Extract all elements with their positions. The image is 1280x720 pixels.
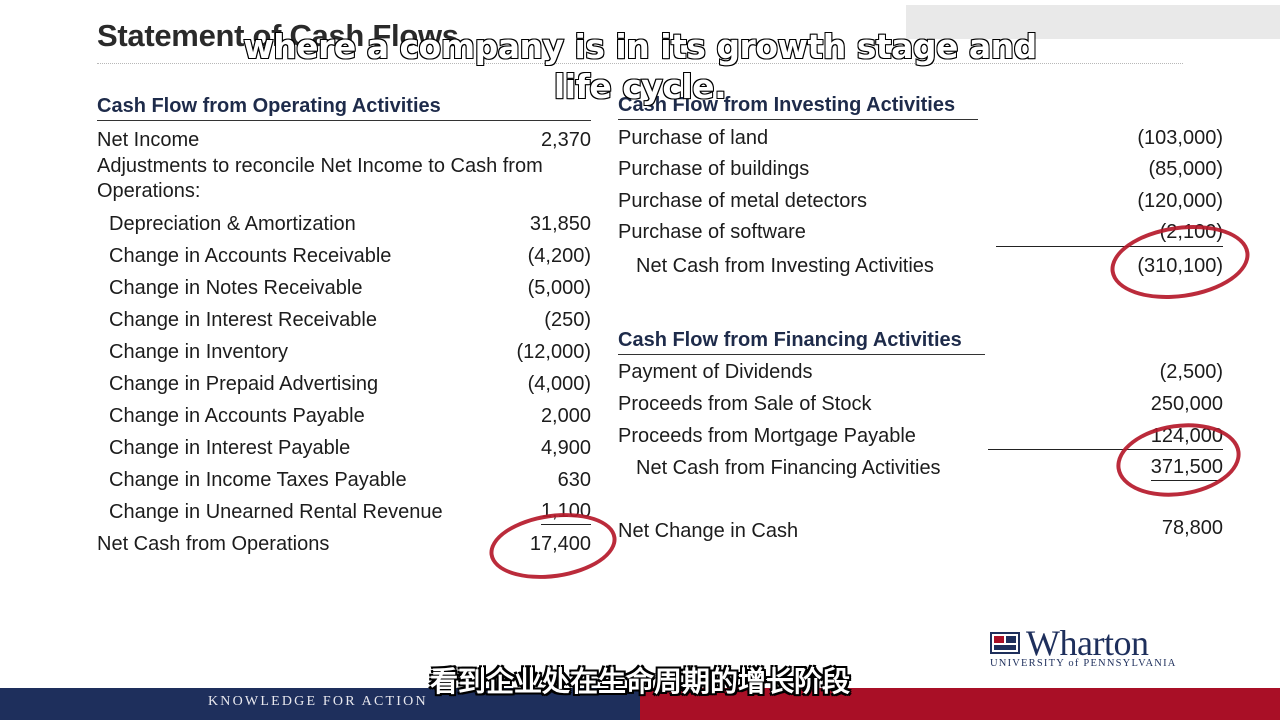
net-change-label: Net Change in Cash xyxy=(618,519,799,542)
subtitle-english-line-2: life cycle. xyxy=(553,67,728,106)
row-value: 124,000 xyxy=(1150,424,1223,447)
wharton-logo: Wharton UNIVERSITY of PENNSYLVANIA xyxy=(990,623,1190,673)
adjustments-line-2: Operations: xyxy=(97,180,201,202)
table-row: Purchase of metal detectors (120,000) xyxy=(618,187,1223,215)
row-value: (103,000) xyxy=(1137,126,1223,149)
subtitle-english-line-1: where a company is in its growth stage a… xyxy=(242,27,1038,66)
table-row: Change in Interest Payable 4,900 xyxy=(97,434,591,462)
financing-subtotal-rule xyxy=(988,449,1223,450)
row-label: Change in Prepaid Advertising xyxy=(109,372,379,395)
row-value: (5,000) xyxy=(527,276,591,299)
row-value: 4,900 xyxy=(540,436,591,459)
logo-subtitle: UNIVERSITY of PENNSYLVANIA xyxy=(990,658,1177,669)
row-label: Depreciation & Amortization xyxy=(109,212,356,235)
net-change-row: Net Change in Cash 78,800 xyxy=(618,517,1223,545)
row-value: 250,000 xyxy=(1150,392,1223,415)
row-label: Change in Income Taxes Payable xyxy=(109,468,407,491)
row-label: Change in Interest Receivable xyxy=(109,308,377,331)
row-value: (250) xyxy=(544,308,591,331)
table-row: Change in Accounts Payable 2,000 xyxy=(97,402,591,430)
table-row: Purchase of software (2,100) xyxy=(618,218,1223,246)
financing-total-label: Net Cash from Financing Activities xyxy=(636,456,941,479)
row-value: (2,100) xyxy=(1159,220,1223,243)
shield-icon xyxy=(990,632,1020,654)
table-row: Change in Accounts Receivable (4,200) xyxy=(97,242,591,270)
investing-subtotal-rule xyxy=(996,246,1223,247)
table-row: Change in Inventory (12,000) xyxy=(97,338,591,366)
row-label: Change in Accounts Receivable xyxy=(109,244,392,267)
table-row: Purchase of land (103,000) xyxy=(618,124,1223,152)
table-row: Proceeds from Mortgage Payable 124,000 xyxy=(618,422,1223,450)
row-label: Purchase of land xyxy=(618,126,769,149)
row-label: Proceeds from Mortgage Payable xyxy=(618,424,916,447)
table-row: Change in Notes Receivable (5,000) xyxy=(97,274,591,302)
row-label: Change in Accounts Payable xyxy=(109,404,365,427)
row-label: Payment of Dividends xyxy=(618,360,813,383)
row-value: (2,500) xyxy=(1159,360,1223,383)
table-row: Proceeds from Sale of Stock 250,000 xyxy=(618,390,1223,418)
row-label: Proceeds from Sale of Stock xyxy=(618,392,872,415)
row-label: Purchase of buildings xyxy=(618,157,810,180)
row-value: 31,850 xyxy=(529,212,591,235)
operations-total-row: Net Cash from Operations 17,400 xyxy=(97,530,591,558)
operations-total-value: 17,400 xyxy=(529,532,591,555)
row-label: Change in Unearned Rental Revenue xyxy=(109,500,443,523)
table-row: Depreciation & Amortization 31,850 xyxy=(97,210,591,238)
row-value: 2,000 xyxy=(540,404,591,427)
investing-total-row: Net Cash from Investing Activities (310,… xyxy=(618,252,1223,280)
table-row: Payment of Dividends (2,500) xyxy=(618,358,1223,386)
financing-total-row: Net Cash from Financing Activities 371,5… xyxy=(618,454,1223,482)
page-title: Statement of Cash Flows xyxy=(97,18,459,53)
operating-heading: Cash Flow from Operating Activities xyxy=(97,95,591,121)
table-row: Change in Interest Receivable (250) xyxy=(97,306,591,334)
adjustments-line-1: Adjustments to reconcile Net Income to C… xyxy=(97,155,543,177)
row-value: 1,100 xyxy=(540,500,591,525)
row-label: Purchase of metal detectors xyxy=(618,189,868,212)
footer-accent xyxy=(640,688,1280,720)
table-row: Purchase of buildings (85,000) xyxy=(618,155,1223,183)
investing-heading: Cash Flow from Investing Activities xyxy=(618,94,978,120)
row-value: (4,200) xyxy=(527,244,591,267)
row-value: (4,000) xyxy=(527,372,591,395)
financing-total-value: 371,500 xyxy=(1150,456,1223,481)
row-value: (85,000) xyxy=(1148,157,1224,180)
net-income-label: Net Income xyxy=(97,128,200,151)
row-value: (12,000) xyxy=(516,340,592,363)
row-label: Change in Notes Receivable xyxy=(109,276,363,299)
operations-total-label: Net Cash from Operations xyxy=(97,532,330,555)
row-label: Change in Inventory xyxy=(109,340,289,363)
table-row: Change in Unearned Rental Revenue 1,100 xyxy=(97,498,591,526)
video-overlay-box xyxy=(906,5,1280,39)
net-income-row: Net Income 2,370 xyxy=(97,126,591,154)
net-change-value: 78,800 xyxy=(1161,516,1223,539)
net-income-value: 2,370 xyxy=(540,128,591,151)
footer-tagline: KNOWLEDGE FOR ACTION xyxy=(208,694,428,709)
row-value: 630 xyxy=(557,468,591,491)
subtitle-chinese: 看到企业处在生命周期的增长阶段 xyxy=(429,665,850,698)
table-row: Change in Prepaid Advertising (4,000) xyxy=(97,370,591,398)
logo-wordmark: Wharton xyxy=(1026,623,1149,663)
row-label: Change in Interest Payable xyxy=(109,436,351,459)
row-value: (120,000) xyxy=(1137,189,1223,212)
row-label: Purchase of software xyxy=(618,220,806,243)
financing-heading: Cash Flow from Financing Activities xyxy=(618,329,985,355)
table-row: Change in Income Taxes Payable 630 xyxy=(97,466,591,494)
title-divider xyxy=(97,63,1183,64)
investing-total-value: (310,100) xyxy=(1137,254,1223,277)
investing-total-label: Net Cash from Investing Activities xyxy=(636,254,934,277)
